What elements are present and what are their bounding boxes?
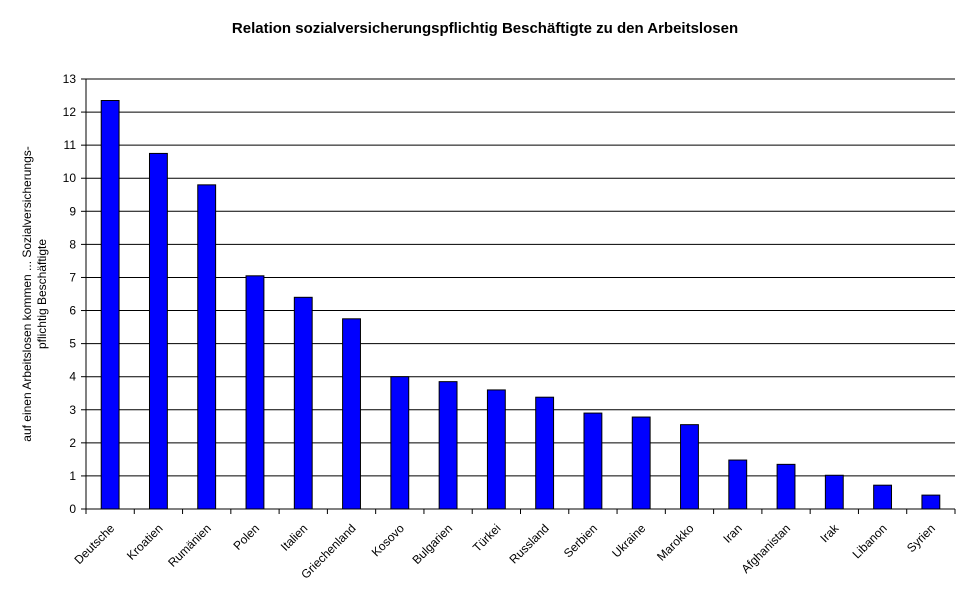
y-tick-label: 13 [63,72,77,86]
y-tick-label: 6 [69,304,76,318]
x-tick-label: Kroatien [124,521,166,563]
bar [342,318,361,510]
y-axis-label-line2: pflichtig Beschäftigte [35,239,49,349]
y-tick-label: 2 [69,436,76,450]
bar [197,184,217,510]
bar [921,494,941,510]
bar [100,100,120,510]
x-tick-label: Italien [278,521,311,554]
x-tick-label: Rumänien [165,521,214,570]
bars [100,100,941,510]
y-tick-label: 3 [69,403,76,417]
bar [824,474,844,510]
chart-title: Relation sozialversicherungspflichtig Be… [231,20,739,37]
y-tick-label: 4 [69,370,76,384]
bar [873,484,893,510]
x-tick-label: Russland [506,521,551,566]
bar [728,459,748,510]
y-tick-label: 1 [69,469,76,483]
y-tick-label: 8 [69,237,76,251]
bar [390,376,410,510]
bar [438,381,458,510]
y-axis-label-line1: auf einen Arbeitslosen kommen ... Sozial… [20,146,34,441]
x-tick-label: Bulgarien [409,521,455,567]
y-tick-label: 11 [64,138,77,152]
bar [631,416,651,510]
bar [148,152,168,510]
x-tick-label: Marokko [654,521,697,564]
bar [293,296,313,510]
x-tick-label: Polen [230,521,262,553]
y-tick-label: 7 [69,270,76,284]
x-tick-label: Türkei [470,521,503,554]
x-tick-label: Libanon [850,521,890,561]
bar [535,396,555,510]
gridlines [86,78,955,477]
bar [245,275,265,510]
x-tick-label: Irak [817,521,842,546]
x-tick-label: Ukraine [609,521,648,560]
bar [680,424,699,510]
bar [583,412,603,510]
y-tick-label: 12 [63,105,77,119]
y-tick-label: 5 [69,337,76,351]
x-tick-labels: Deutsche Kroatien Rumänien Polen ItalienGrie… [72,509,956,582]
y-tick-label: 0 [69,502,76,516]
x-tick-label: Deutsche [72,521,118,567]
bar [776,463,796,510]
y-tick-label: 9 [69,204,76,218]
bar [486,389,506,510]
x-tick-label: Serbien [561,521,600,560]
y-tick-label: 10 [63,171,77,185]
axes [85,79,955,510]
x-tick-label: Kosovo [369,521,407,559]
x-tick-label: Afghanistan [738,521,793,576]
x-tick-label: Iran [720,521,745,546]
x-tick-label: Syrien [904,521,938,555]
